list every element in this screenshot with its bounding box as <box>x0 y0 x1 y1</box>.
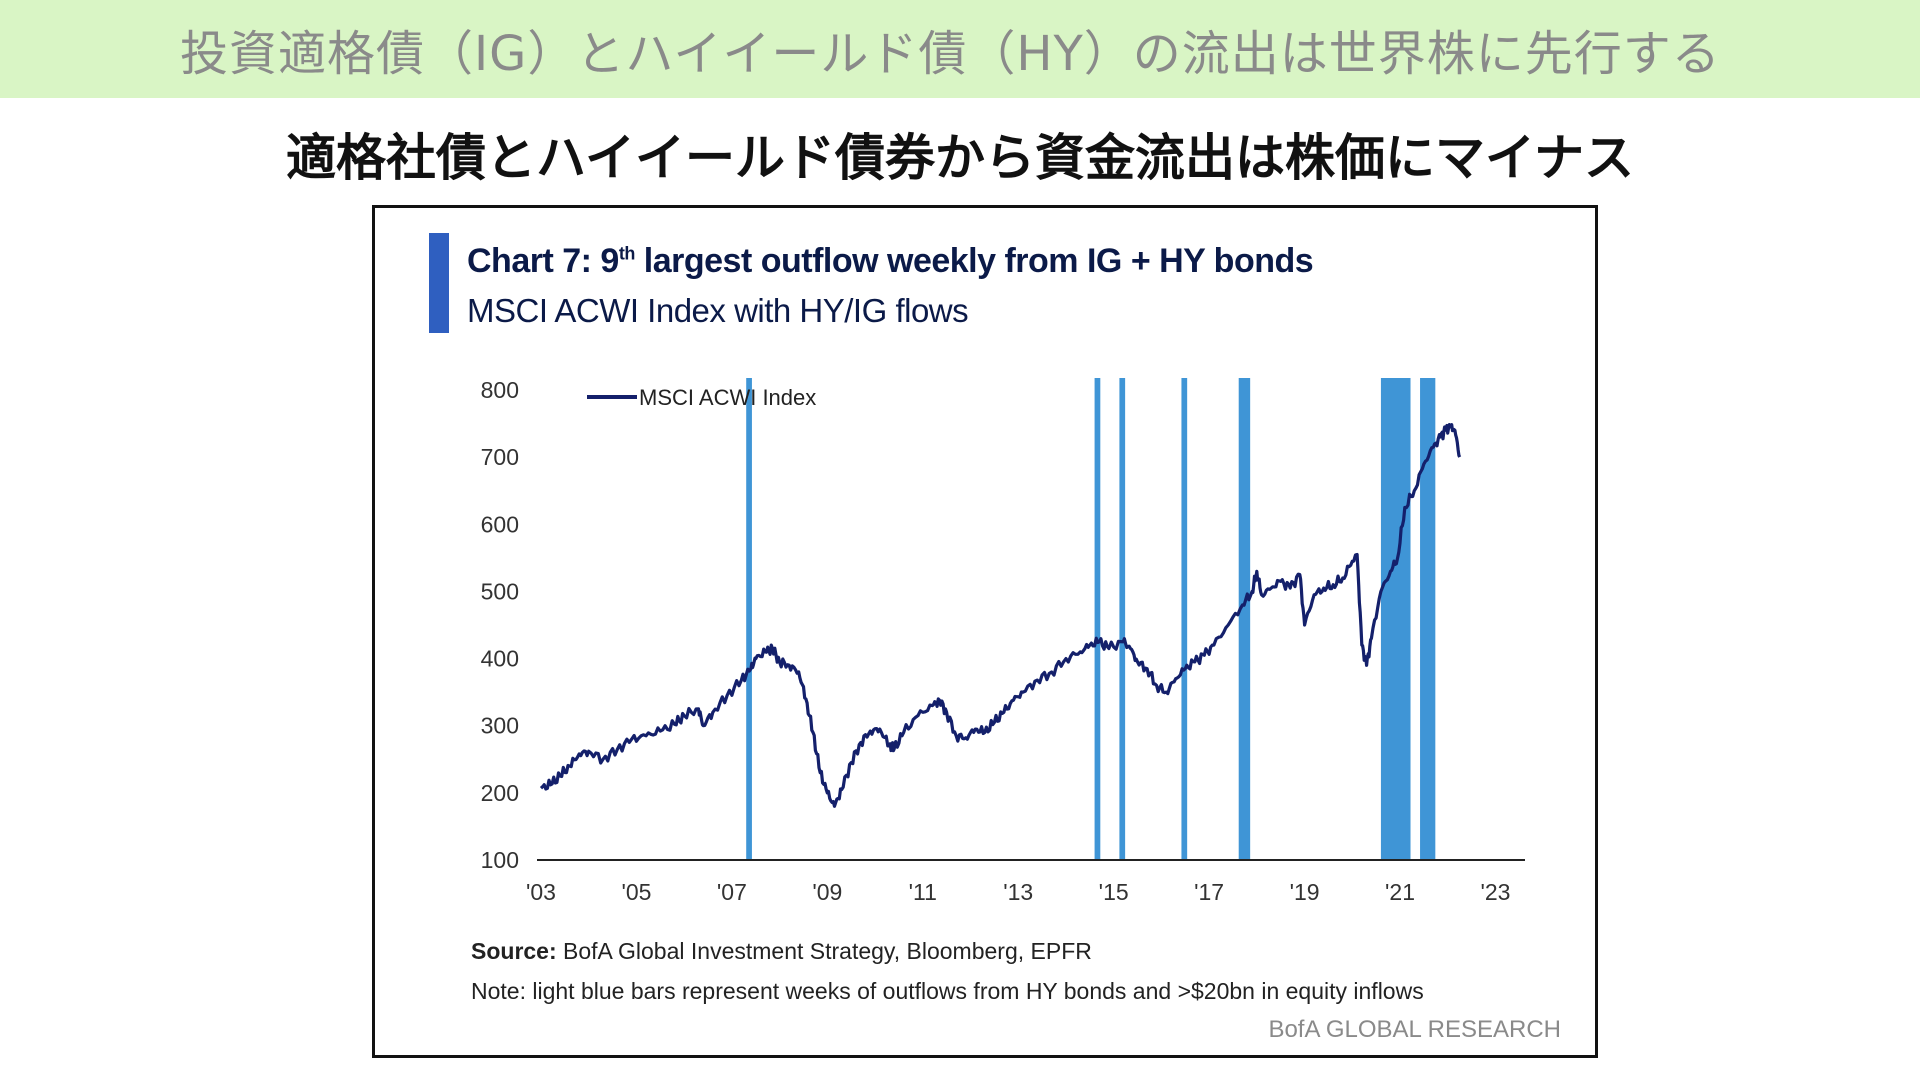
legend: MSCI ACWI Index <box>587 385 816 410</box>
chart-title-rest: largest outflow weekly from IG + HY bond… <box>634 242 1314 280</box>
outflow-bar <box>1094 378 1101 860</box>
y-tick-label: 700 <box>481 444 519 470</box>
source-line: Source: BofA Global Investment Strategy,… <box>471 938 1092 965</box>
outflow-bars <box>746 378 1436 860</box>
y-tick-label: 200 <box>481 780 519 806</box>
x-tick-label: '05 <box>621 879 651 905</box>
outflow-bar <box>746 378 752 860</box>
chart-title-main: Chart 7: 9 <box>467 242 619 280</box>
y-tick-label: 300 <box>481 713 519 739</box>
chart-title-sup: th <box>618 243 636 264</box>
title-accent-bar <box>429 233 449 333</box>
y-tick-label: 800 <box>481 377 519 403</box>
chart-title: Chart 7: 9th largest outflow weekly from… <box>467 242 1314 281</box>
x-tick-label: '09 <box>812 879 842 905</box>
y-tick-label: 500 <box>481 578 519 604</box>
legend-label: MSCI ACWI Index <box>639 385 816 410</box>
series-line-msci-acwi <box>539 423 1462 808</box>
y-tick-label: 400 <box>481 646 519 672</box>
outflow-bar <box>1181 378 1188 860</box>
outflow-bar <box>1238 378 1251 860</box>
x-tick-label: '23 <box>1480 879 1510 905</box>
x-tick-label: '21 <box>1385 879 1415 905</box>
source-text: BofA Global Investment Strategy, Bloombe… <box>556 938 1092 964</box>
x-tick-label: '07 <box>717 879 747 905</box>
x-tick-label: '11 <box>909 879 937 905</box>
y-tick-label: 100 <box>481 847 519 873</box>
x-tick-label: '19 <box>1290 879 1320 905</box>
x-tick-label: '13 <box>1003 879 1033 905</box>
note-line: Note: light blue bars represent weeks of… <box>471 978 1424 1004</box>
top-banner: 投資適格債（IG）とハイイールド債（HY）の流出は世界株に先行する <box>0 0 1920 98</box>
y-tick-label: 600 <box>481 511 519 537</box>
brand-footer: BofA GLOBAL RESEARCH <box>1268 1016 1561 1043</box>
x-tick-label: '17 <box>1194 879 1224 905</box>
chart-subtitle: MSCI ACWI Index with HY/IG flows <box>467 292 969 329</box>
line-chart: 800 700 600 500 400 300 200 100 '03 '05 '07 '09 '11… <box>481 377 1525 905</box>
outflow-bar <box>1420 378 1436 860</box>
source-label: Source: <box>471 938 557 964</box>
outflow-bar <box>1119 378 1126 860</box>
headline: 適格社債とハイイールド債券から資金流出は株価にマイナス <box>286 129 1634 187</box>
x-axis-ticks: '03 '05 '07 '09 '11 '13 '15 '17 '19 '21 '23 <box>526 879 1510 905</box>
banner-title: 投資適格債（IG）とハイイールド債（HY）の流出は世界株に先行する <box>180 26 1721 82</box>
outflow-bar <box>1380 378 1411 860</box>
y-axis-ticks: 800 700 600 500 400 300 200 100 <box>481 377 519 873</box>
x-tick-label: '15 <box>1099 879 1129 905</box>
x-tick-label: '03 <box>526 879 556 905</box>
chart-frame: Chart 7: 9th largest outflow weekly from… <box>372 205 1598 1058</box>
